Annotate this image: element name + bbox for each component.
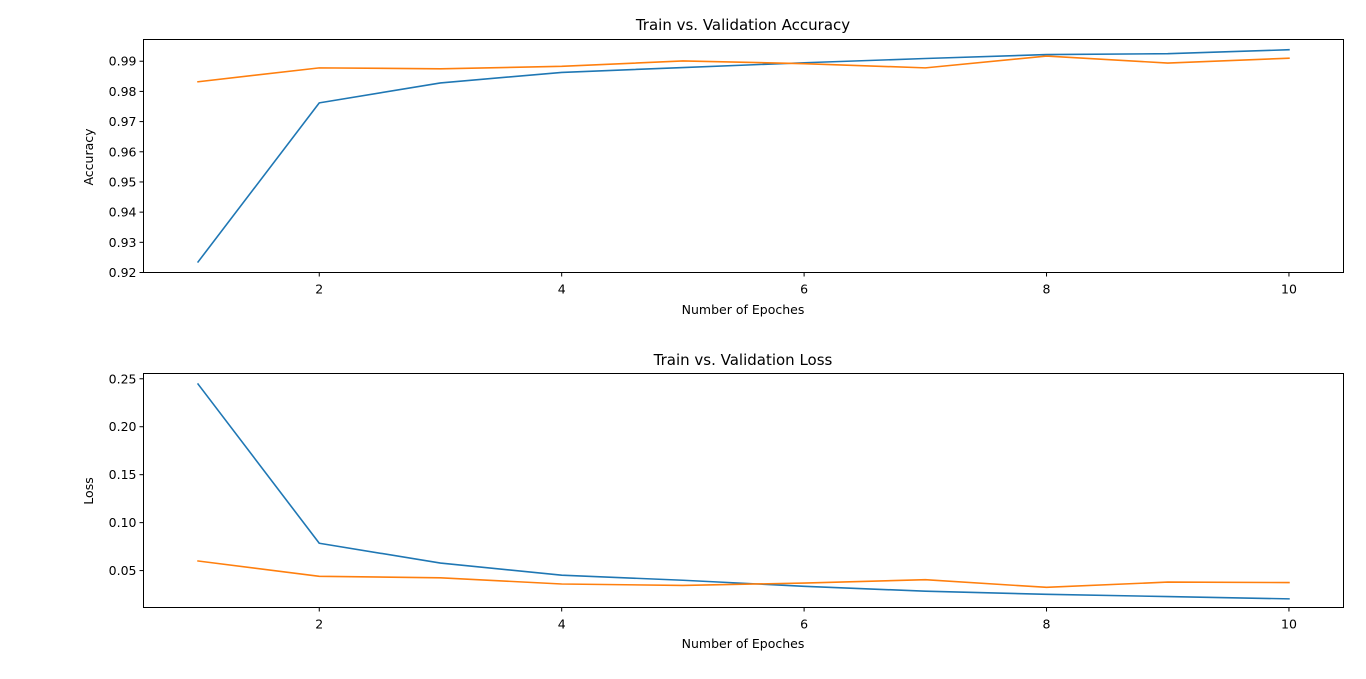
loss-y-tick-label: 0.25 (109, 371, 137, 386)
accuracy-y-tick-label: 0.96 (109, 144, 137, 159)
accuracy-y-tick-label: 0.95 (109, 174, 137, 189)
accuracy-y-tick-label: 0.97 (109, 114, 137, 129)
accuracy-chart-xlabel: Number of Epoches (682, 302, 805, 317)
loss-x-tick-label: 4 (558, 617, 566, 632)
loss-y-tick-label: 0.20 (109, 419, 137, 434)
loss-series-line-1 (196, 382, 1290, 600)
accuracy-chart-ylabel: Accuracy (81, 128, 96, 186)
accuracy-chart-title: Train vs. Validation Accuracy (635, 16, 850, 34)
accuracy-chart: Train vs. Validation Accuracy Number of … (81, 16, 1344, 317)
loss-x-tick-label: 10 (1281, 617, 1297, 632)
loss-chart-xlabel: Number of Epoches (682, 636, 805, 651)
loss-x-tick-label: 6 (800, 617, 808, 632)
loss-series-line-2 (197, 560, 1290, 589)
loss-chart-ylabel: Loss (81, 477, 96, 504)
accuracy-x-tick-label: 10 (1281, 282, 1297, 297)
accuracy-series-line-2 (197, 55, 1290, 83)
loss-x-tick-label: 2 (315, 617, 323, 632)
accuracy-x-tick-label: 4 (558, 282, 566, 297)
accuracy-y-tick-label: 0.93 (109, 235, 137, 250)
accuracy-series-line-1 (196, 48, 1290, 264)
loss-y-tick-label: 0.15 (109, 467, 137, 482)
accuracy-y-tick-label: 0.98 (109, 84, 137, 99)
loss-plot-area (143, 373, 1344, 608)
loss-y-tick-label: 0.10 (109, 515, 137, 530)
accuracy-y-tick-label: 0.92 (109, 265, 137, 280)
accuracy-x-tick-label: 6 (800, 282, 808, 297)
accuracy-y-tick-label: 0.99 (109, 54, 137, 69)
loss-y-tick-label: 0.05 (109, 563, 137, 578)
loss-chart: Train vs. Validation Loss Number of Epoc… (81, 351, 1344, 651)
accuracy-x-tick-label: 8 (1043, 282, 1051, 297)
accuracy-y-tick-label: 0.94 (109, 205, 137, 220)
loss-chart-title: Train vs. Validation Loss (653, 351, 833, 369)
loss-x-tick-label: 8 (1043, 617, 1051, 632)
accuracy-x-tick-label: 2 (315, 282, 323, 297)
accuracy-plot-area (143, 39, 1344, 273)
